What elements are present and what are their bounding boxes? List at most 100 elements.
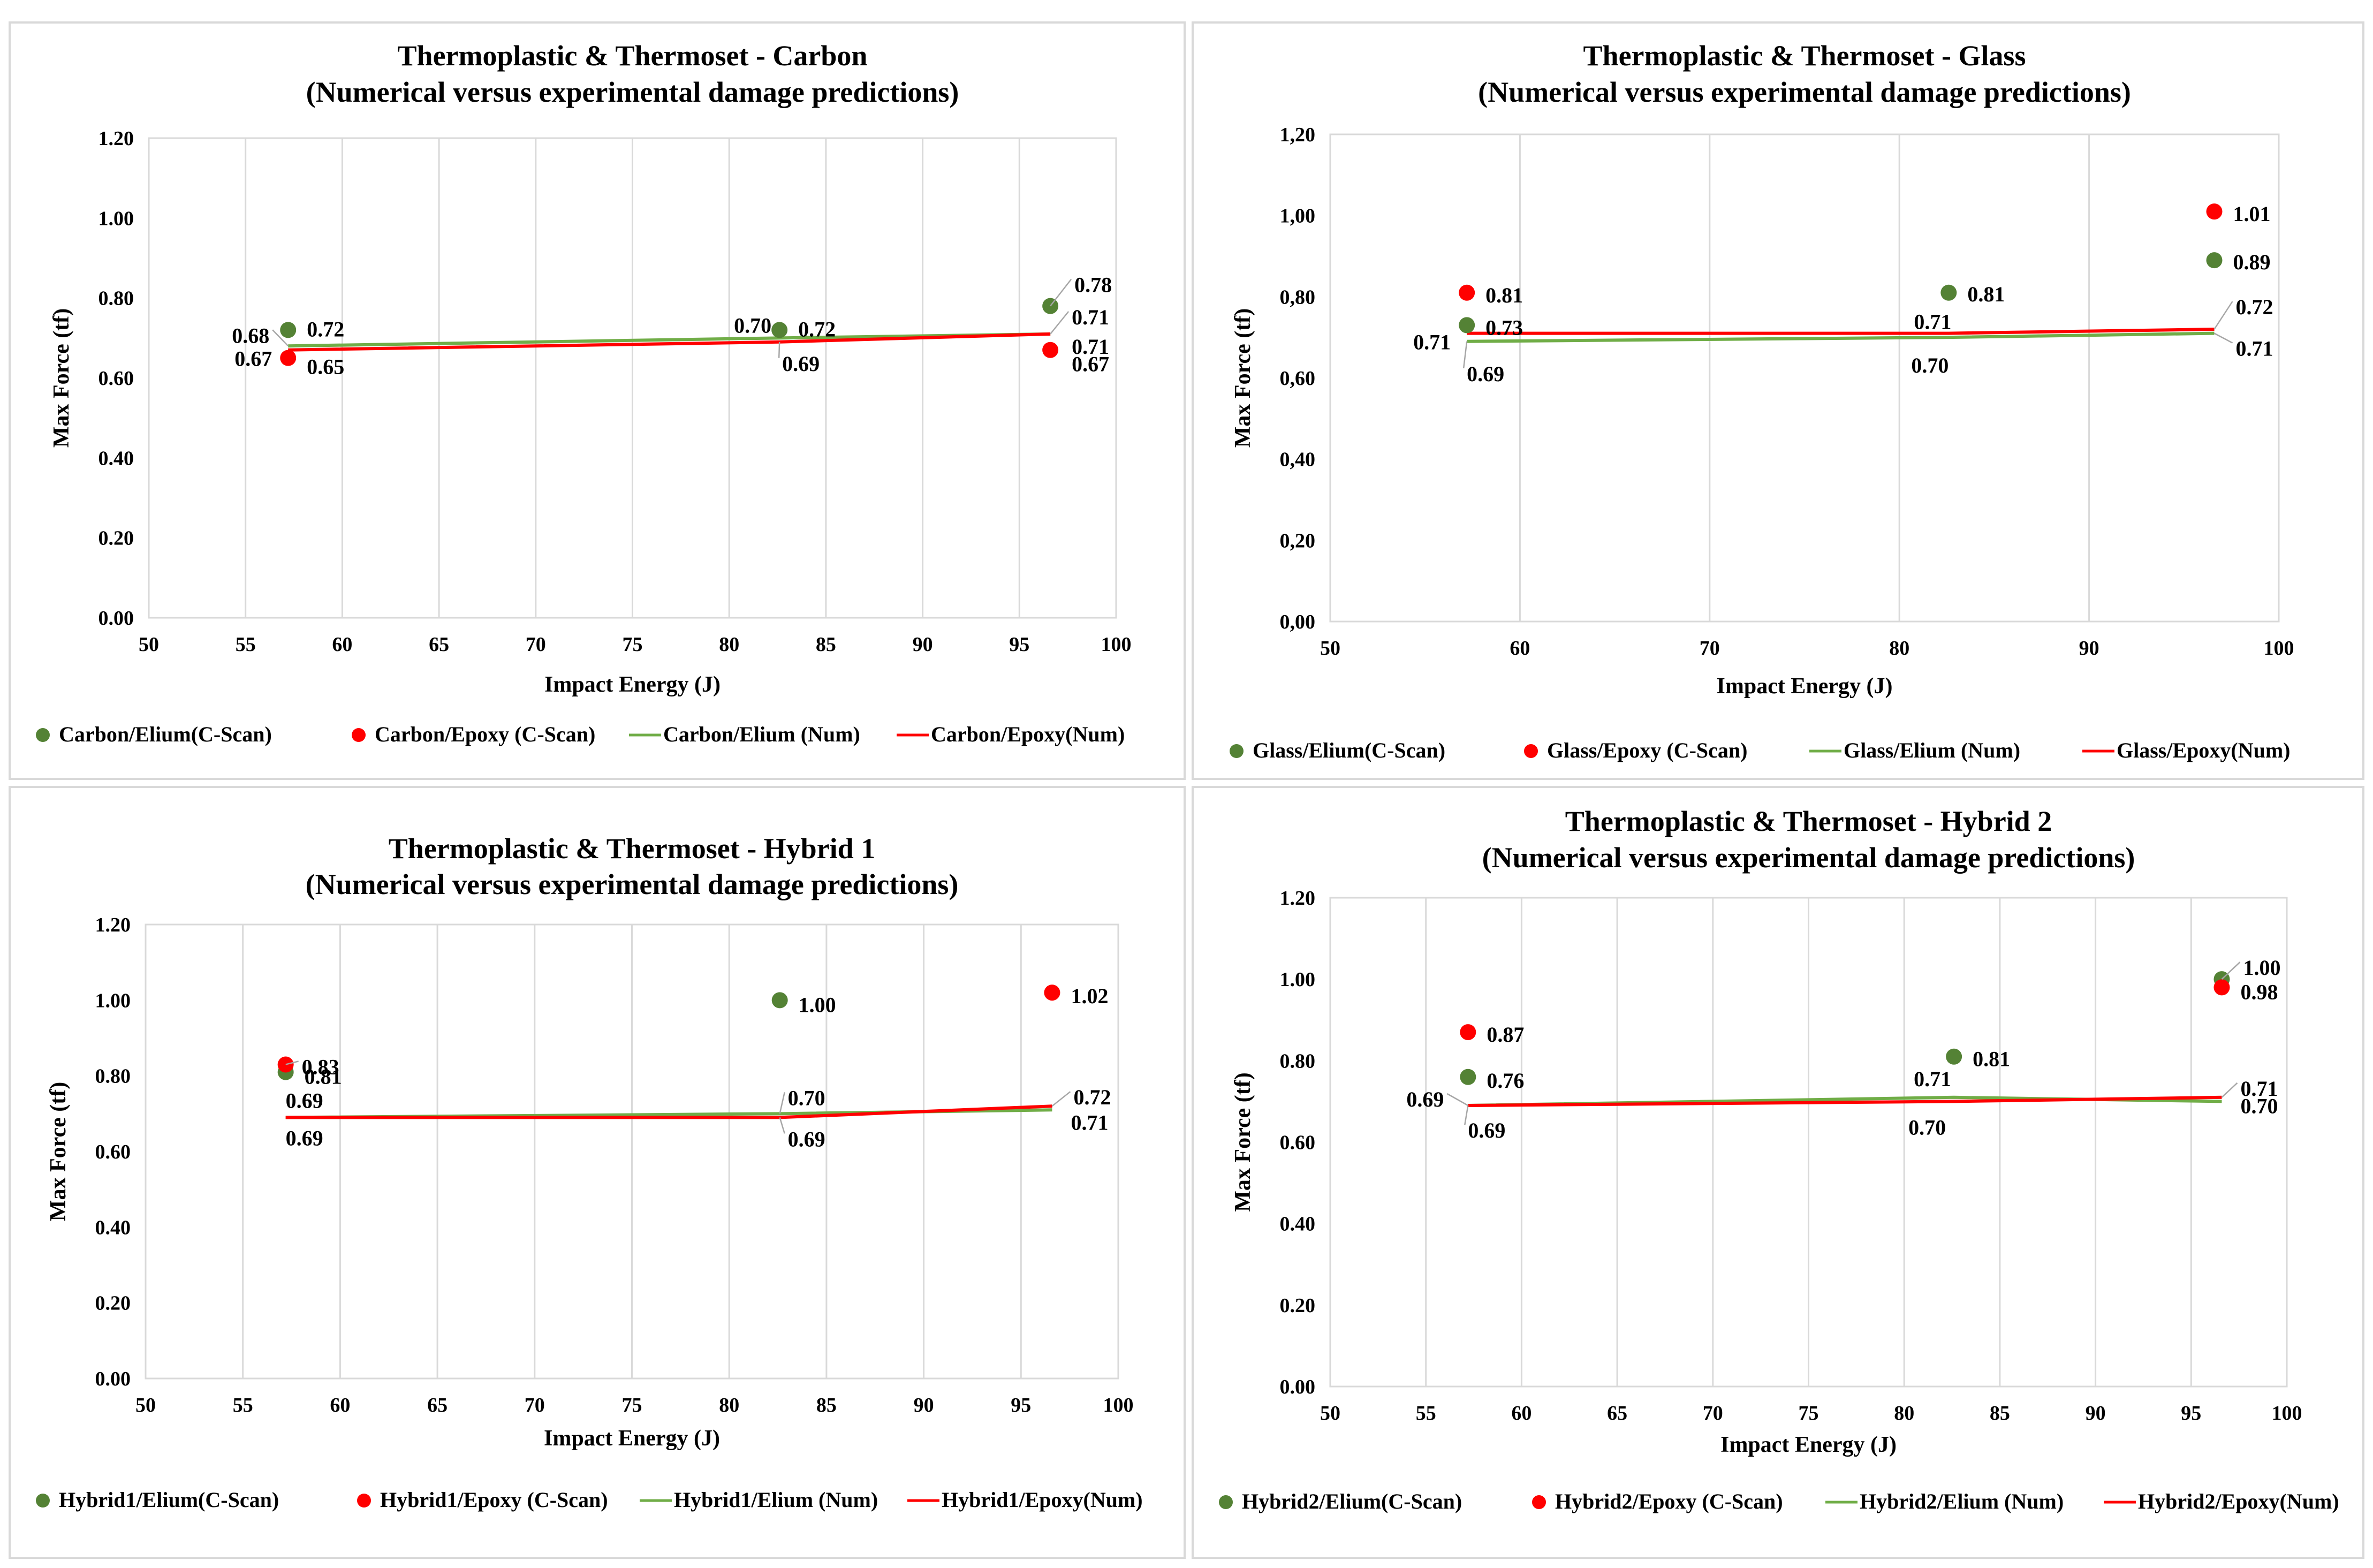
x-tick-label: 65 — [427, 1394, 448, 1416]
legend-marker — [36, 1494, 50, 1508]
y-axis-label: Max Force (tf) — [1231, 1072, 1255, 1211]
panel-frame — [1192, 786, 2364, 1559]
data-label: 0.71 — [1914, 310, 1951, 334]
data-label: 0.69 — [1406, 1087, 1444, 1111]
data-point — [1946, 1048, 1962, 1065]
legend-entry: Hybrid1/Elium(C-Scan) — [59, 1488, 279, 1512]
y-tick-label: 0.60 — [1280, 1132, 1316, 1154]
data-point — [280, 322, 297, 338]
label-leader — [779, 1092, 785, 1114]
data-label: 0.83 — [302, 1055, 339, 1079]
data-label: 0.72 — [307, 317, 344, 341]
chart-subtitle: (Numerical versus experimental damage pr… — [306, 868, 959, 900]
x-tick-label: 55 — [1416, 1402, 1436, 1425]
legend-entry: Carbon/Elium(C-Scan) — [59, 722, 272, 746]
x-tick-label: 80 — [719, 633, 739, 656]
data-label: 0.70 — [1908, 1115, 1946, 1139]
legend-entry: Hybrid2/Elium(C-Scan) — [1242, 1489, 1462, 1513]
y-tick-label: 1.00 — [1280, 968, 1316, 991]
legend-marker — [357, 1494, 371, 1508]
data-label: 1.00 — [2243, 956, 2280, 980]
chart-subtitle: (Numerical versus experimental damage pr… — [1482, 842, 2135, 874]
x-tick-label: 50 — [139, 633, 159, 656]
label-leader — [1462, 341, 1468, 368]
y-tick-label: 0,60 — [1280, 367, 1316, 390]
x-tick-label: 60 — [1511, 1402, 1532, 1425]
data-label: 0.69 — [286, 1126, 323, 1150]
legend-marker — [36, 728, 50, 742]
data-label: 0.81 — [305, 1065, 342, 1089]
data-label: 0.70 — [2240, 1094, 2278, 1118]
x-tick-label: 100 — [1101, 633, 1132, 656]
x-tick-label: 75 — [1799, 1402, 1819, 1425]
data-label: 0.69 — [286, 1088, 323, 1112]
x-axis-label: Impact Energy (J) — [544, 672, 721, 697]
data-label: 0.81 — [1973, 1047, 2010, 1071]
data-point — [2206, 252, 2223, 269]
x-tick-label: 95 — [2181, 1402, 2201, 1425]
x-tick-label: 100 — [2272, 1402, 2302, 1425]
legend-entry: Hybrid1/Epoxy(Num) — [942, 1488, 1143, 1512]
x-tick-label: 90 — [913, 633, 933, 656]
data-label: 0.73 — [1485, 315, 1523, 339]
plot-area — [1329, 133, 2280, 623]
data-point — [1459, 284, 1475, 301]
x-tick-label: 90 — [914, 1394, 934, 1416]
y-tick-label: 0.60 — [95, 1141, 131, 1163]
chart-panel-2: Thermoplastic & Thermoset - Glass (Numeri… — [1192, 21, 2364, 780]
y-tick-label: 0.00 — [95, 1368, 131, 1390]
label-leader — [2213, 332, 2233, 344]
data-label: 0.70 — [734, 313, 771, 337]
data-point — [1459, 317, 1475, 334]
y-axis-label: Max Force (tf) — [46, 1082, 71, 1221]
data-label: 0.65 — [307, 355, 344, 379]
y-tick-label: 1.00 — [98, 207, 134, 230]
x-tick-label: 70 — [525, 1394, 545, 1416]
x-tick-label: 80 — [1894, 1402, 1914, 1425]
data-label: 0.71 — [1914, 1067, 1951, 1091]
panel-frame — [9, 21, 1186, 780]
x-axis-label: Impact Energy (J) — [544, 1426, 720, 1451]
data-label: 0.69 — [788, 1127, 825, 1151]
chart-title: Thermoplastic & Thermoset - Hybrid 2 — [1565, 805, 2052, 837]
plot-area — [1329, 897, 2288, 1388]
y-tick-label: 1,20 — [1280, 124, 1316, 146]
data-label: 0.71 — [2240, 1077, 2278, 1101]
data-point — [771, 992, 788, 1009]
data-label: 0.72 — [1073, 1085, 1111, 1109]
label-leader — [1446, 1093, 1468, 1107]
y-tick-label: 1.00 — [95, 989, 131, 1012]
data-label: 0.71 — [2236, 337, 2273, 361]
chart-subtitle: (Numerical versus experimental damage pr… — [306, 76, 959, 108]
y-tick-label: 0,00 — [1280, 611, 1316, 633]
data-label: 0.69 — [1468, 1118, 1505, 1142]
legend-entry: Carbon/Elium (Num) — [663, 722, 860, 746]
y-tick-label: 0,80 — [1280, 286, 1316, 308]
x-tick-label: 80 — [1889, 637, 1909, 660]
legend-entry: Glass/Elium (Num) — [1844, 738, 2020, 762]
x-tick-label: 90 — [2086, 1402, 2106, 1425]
plot-area — [148, 137, 1117, 619]
legend-entry: Hybrid1/Elium (Num) — [674, 1488, 878, 1512]
series-line-4 — [288, 332, 1051, 352]
data-point — [1460, 1069, 1476, 1085]
label-leader — [779, 1117, 785, 1134]
chart-title: Thermoplastic & Thermoset - Carbon — [398, 40, 868, 72]
y-tick-label: 0.80 — [98, 287, 134, 310]
x-tick-label: 70 — [1700, 637, 1720, 660]
y-tick-label: 1.20 — [98, 127, 134, 150]
series-line-4 — [1468, 1095, 2222, 1108]
data-label: 0.71 — [1072, 305, 1109, 329]
data-label: 0.70 — [788, 1086, 825, 1110]
series-line-3 — [1467, 331, 2215, 343]
data-label: 0.67 — [234, 347, 272, 371]
y-tick-label: 0.80 — [1280, 1050, 1316, 1072]
y-tick-label: 0.40 — [95, 1216, 131, 1239]
y-tick-label: 1.20 — [1280, 887, 1316, 910]
data-label: 0.69 — [1467, 362, 1504, 386]
data-label: 1.02 — [1071, 984, 1108, 1008]
data-label: 0.72 — [798, 317, 836, 341]
data-point — [1042, 342, 1059, 358]
x-tick-label: 95 — [1009, 633, 1029, 656]
x-tick-label: 55 — [236, 633, 256, 656]
